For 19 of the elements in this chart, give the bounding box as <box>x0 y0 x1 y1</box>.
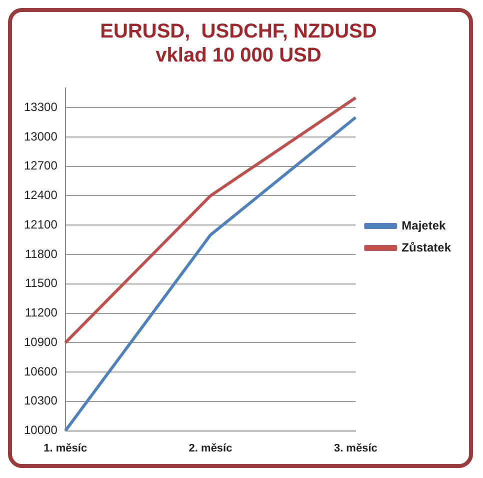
x-tick-label: 1. měsíc <box>44 442 88 454</box>
y-tick-label: 10000 <box>24 423 58 438</box>
legend-label: Majetek <box>402 218 446 232</box>
y-tick-label: 10300 <box>24 394 58 408</box>
y-tick-label: 12400 <box>24 188 58 202</box>
legend-label: Zůstatek <box>402 240 452 254</box>
y-tick-label: 11500 <box>24 276 58 290</box>
x-tick-label: 3. měsíc <box>334 442 378 454</box>
text: EURUSD, USDCHF, NZDUSD <box>100 20 377 43</box>
y-tick-label: 13000 <box>24 129 58 144</box>
y-tick-label: 12700 <box>24 158 58 173</box>
y-tick-label: 11800 <box>24 246 58 261</box>
text: vklad 10 000 USD <box>156 44 322 67</box>
y-tick-label: 10600 <box>24 364 58 378</box>
y-tick-label: 10900 <box>24 334 58 349</box>
y-tick-label: 12100 <box>24 217 58 232</box>
y-tick-label: 13300 <box>24 100 58 114</box>
x-tick-label: 2. měsíc <box>188 442 232 454</box>
y-tick-label: 11200 <box>24 306 58 320</box>
